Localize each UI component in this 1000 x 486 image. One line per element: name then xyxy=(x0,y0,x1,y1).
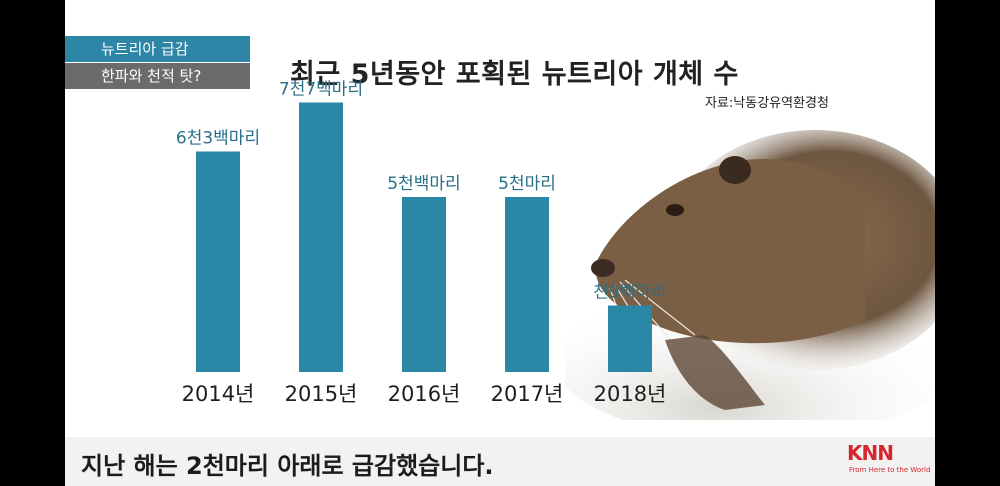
bar-data-label: 5천마리 xyxy=(498,174,556,194)
bar-3 xyxy=(505,197,549,372)
x-tick-label: 2018년 xyxy=(594,382,667,406)
knn-logo: KNN From Here to the World xyxy=(847,441,931,481)
bar-1 xyxy=(299,102,343,372)
headline-tag-secondary: 한파와 천적 탓? xyxy=(65,63,250,89)
chart-source: 자료:낙동강유역환경청 xyxy=(705,96,829,111)
logo-text: KNN xyxy=(847,441,894,465)
video-frame: 뉴트리아 급감 한파와 천적 탓? 최근 5년동안 포획된 뉴트리아 개체 수 … xyxy=(65,0,935,486)
bar-data-label: 천9백마리 xyxy=(593,283,666,303)
x-tick-label: 2015년 xyxy=(285,382,358,406)
subtitle-bar: 지난 해는 2천마리 아래로 급감했습니다. KNN From Here to … xyxy=(65,437,935,486)
bar-data-label: 5천백마리 xyxy=(387,174,460,194)
bar-2 xyxy=(402,197,446,372)
chart-title: 최근 5년동안 포획된 뉴트리아 개체 수 xyxy=(290,59,739,90)
x-tick-label: 2016년 xyxy=(388,382,461,406)
headline-tag-primary: 뉴트리아 급감 xyxy=(65,36,250,62)
bar-0 xyxy=(196,151,240,372)
x-tick-label: 2017년 xyxy=(491,382,564,406)
nutria-illustration xyxy=(565,130,935,420)
bar-data-label: 6천3백마리 xyxy=(176,129,260,149)
subtitle-text: 지난 해는 2천마리 아래로 급감했습니다. xyxy=(81,452,494,480)
bar-data-label: 7천7백마리 xyxy=(279,80,363,100)
bar-chart: 6천3백마리 2014년 7천7백마리 2015년 5천백마리 2016년 5천마리 2017… xyxy=(176,80,667,407)
bar-4 xyxy=(608,305,652,372)
logo-tagline: From Here to the World xyxy=(849,466,931,474)
x-tick-label: 2014년 xyxy=(182,382,255,406)
